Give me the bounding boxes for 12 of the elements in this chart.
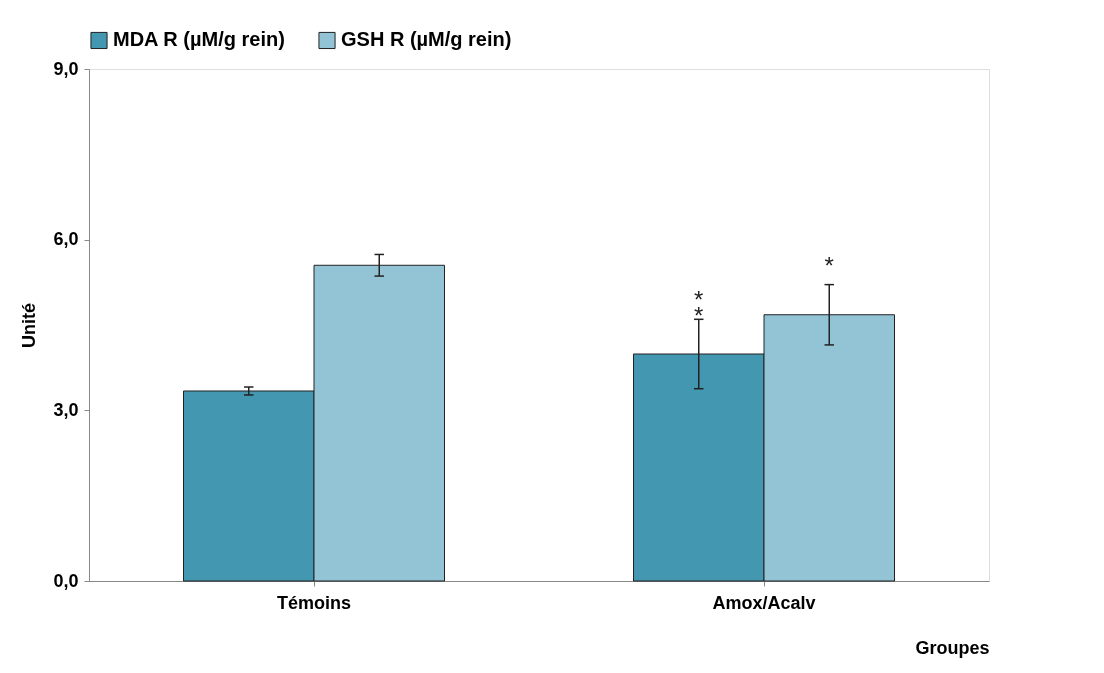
y-tick-label: 9,0 bbox=[53, 58, 79, 79]
y-tick-label: 6,0 bbox=[53, 229, 79, 250]
x-tick-label: Amox/Acalv bbox=[712, 592, 816, 613]
legend-label: GSH R (µM/g rein) bbox=[341, 28, 512, 51]
x-axis-title: Groupes bbox=[915, 637, 990, 658]
y-tick-label: 3,0 bbox=[53, 399, 79, 420]
annotation: ** bbox=[694, 286, 704, 330]
y-tick-label: 0,0 bbox=[53, 570, 79, 591]
y-axis-title: Unité bbox=[19, 303, 40, 348]
annotation: * bbox=[824, 251, 834, 279]
x-tick-label: Témoins bbox=[276, 592, 352, 613]
legend-label: MDA R (µM/g rein) bbox=[113, 28, 285, 51]
